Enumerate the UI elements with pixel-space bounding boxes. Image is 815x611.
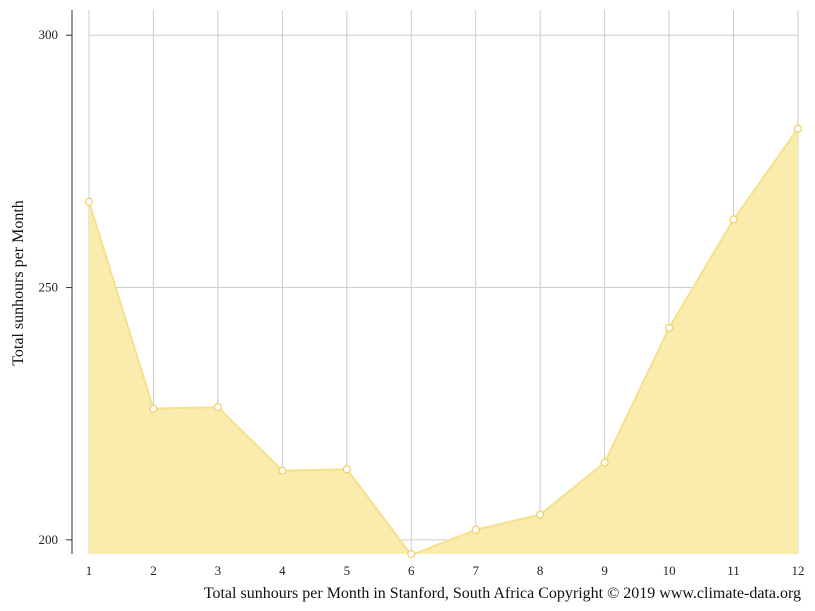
x-tick-label: 7 [472,563,479,578]
x-tick-label: 6 [408,563,415,578]
data-point [407,549,416,559]
x-tick-label: 10 [663,563,676,578]
data-point [84,197,94,206]
data-point [793,124,803,133]
x-tick-label: 5 [344,563,351,578]
data-markers [84,124,803,559]
data-point [213,403,223,412]
y-axis-ticks: 200 250 300 [39,27,72,547]
data-point [342,465,351,474]
x-tick-label: 12 [792,563,805,578]
data-point [149,404,158,413]
data-point [471,525,480,534]
x-axis-ticks: 1 2 3 4 5 6 7 8 9 10 11 12 [86,563,805,578]
x-tick-label: 9 [601,563,608,578]
sunhours-line [88,128,799,557]
y-tick-label: 250 [39,280,59,295]
x-tick-label: 4 [279,563,286,578]
x-tick-label: 11 [727,563,740,578]
data-point [664,323,674,333]
y-tick-label: 300 [39,27,59,42]
x-tick-label: 3 [215,563,222,578]
sunhours-area [89,128,798,556]
data-point [536,510,545,519]
x-tick-label: 2 [150,563,157,578]
x-tick-label: 1 [86,563,93,578]
data-point [600,458,609,467]
x-axis-label: Total sunhours per Month in Stanford, So… [204,585,801,602]
data-point [278,466,287,475]
x-tick-label: 8 [537,563,544,578]
data-point [729,215,738,224]
y-tick-label: 200 [39,532,59,547]
y-axis-label: Total sunhours per Month [10,200,27,366]
